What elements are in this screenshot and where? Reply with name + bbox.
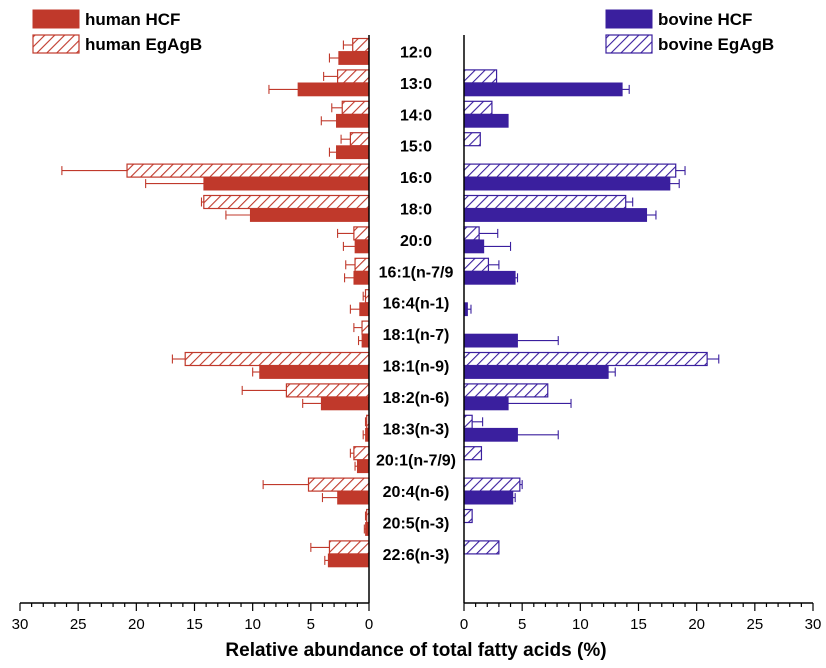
category-label: 14:0 [400,107,432,124]
legend-swatch-human-egagb [32,34,80,54]
bar-bovine-hcf [463,239,485,254]
bar-human-hcf [336,145,370,160]
bar-bovine-hcf [463,176,671,191]
legend-label-human-egagb: human EgAgB [85,35,202,54]
category-label: 18:2(n-6) [383,390,450,407]
bar-human-egagb [184,351,370,367]
legend: human HCF human EgAgB bovine HCF bovine … [32,9,774,54]
bar-human-egagb [361,320,370,335]
bar-bovine-egagb [463,477,521,492]
tick-layer: 0 0 5 5 10 10 15 15 20 20 25 25 30 30 [12,603,822,633]
bar-human-hcf [203,176,370,191]
category-label: 22:6(n-3) [383,547,450,564]
bar-human-egagb [341,100,370,115]
bar-bovine-egagb [463,383,549,398]
legend-label-human-hcf: human HCF [85,10,180,29]
x-tick-label-right: 5 [518,616,526,633]
bar-bovine-egagb [463,69,498,84]
bar-human-hcf [259,365,370,379]
bar-bovine-egagb [463,163,677,178]
x-tick-label-right: 25 [746,616,763,633]
category-label: 20:4(n-6) [383,484,450,501]
bar-bovine-egagb [463,414,473,429]
bar-human-hcf [359,302,370,317]
bar-bovine-egagb [463,540,500,555]
category-label: 20:5(n-3) [383,516,450,533]
x-tick-label-right: 15 [630,616,647,633]
category-label: 18:3(n-3) [383,421,450,438]
bar-human-egagb [354,257,370,272]
x-tick-label-left: 5 [307,616,315,633]
category-labels: 12:0 13:0 14:0 15:0 16:0 18:0 20:0 16:1(n-7/9 16… [376,45,456,564]
x-axis-title: Relative abundance of total fatty acids … [225,640,606,661]
bar-bovine-egagb [463,132,481,147]
category-label: 16:1(n-7/9 [379,264,454,281]
bar-human-egagb [336,69,370,84]
bar-human-egagb [126,163,370,178]
bar-human-hcf [327,553,370,568]
bar-bovine-hcf [463,208,648,222]
bar-human-egagb [353,446,370,461]
x-tick-label-left: 25 [70,616,87,633]
bar-human-hcf [361,333,370,348]
bar-bovine-egagb [463,194,627,210]
bar-human-hcf [356,459,370,474]
bar-bovine-hcf [463,490,514,505]
x-tick-label-right: 10 [572,616,589,633]
category-label: 18:0 [400,202,432,219]
x-tick-label-left: 0 [365,616,373,633]
bar-human-hcf [337,490,370,505]
bar-human-hcf [297,82,370,97]
category-label: 20:1(n-7/9) [376,453,456,470]
bar-human-egagb [307,477,370,492]
bar-bovine-egagb [463,100,493,115]
bar-bovine-egagb [463,257,490,272]
x-tick-label-left: 10 [244,616,261,633]
bar-human-egagb [349,132,370,147]
legend-swatch-bovine-egagb [605,34,653,54]
legend-swatch-bovine-hcf [605,9,653,29]
x-tick-label-left: 30 [12,616,29,633]
legend-swatch-human-hcf [32,9,80,29]
bar-bovine-hcf [463,270,516,285]
x-tick-label-right: 20 [688,616,705,633]
bar-human-hcf [354,239,370,254]
bar-bovine-egagb [463,508,473,524]
x-tick-label-right: 0 [460,616,468,633]
x-tick-label-left: 15 [186,616,203,633]
x-tick-label-right: 30 [805,616,822,633]
bar-human-hcf [353,270,370,285]
category-label: 16:4(n-1) [383,296,450,313]
bar-bovine-hcf [463,365,609,379]
bar-bovine-egagb [463,446,483,461]
bar-human-hcf [320,396,370,411]
category-label: 15:0 [400,139,432,156]
bar-human-hcf [338,51,370,65]
bar-bovine-hcf [463,113,509,128]
bar-bovine-hcf [463,427,518,442]
category-label: 18:1(n-7) [383,327,450,344]
bar-bovine-hcf [463,396,509,411]
legend-label-bovine-hcf: bovine HCF [658,10,752,29]
bar-human-egagb [328,540,370,555]
category-label: 16:0 [400,170,432,187]
bar-human-egagb [285,383,370,398]
category-label: 18:1(n-9) [383,359,450,376]
category-label: 13:0 [400,76,432,93]
bar-bovine-egagb [463,226,480,241]
bar-bovine-egagb [463,351,708,367]
bar-human-hcf [249,208,370,222]
bar-bovine-hcf [463,333,518,348]
x-tick-label-left: 20 [128,616,145,633]
bar-bovine-hcf [463,82,623,97]
bar-human-hcf [336,113,370,128]
bar-human-egagb [352,37,370,53]
bar-human-egagb [203,194,370,210]
legend-label-bovine-egagb: bovine EgAgB [658,35,774,54]
category-label: 20:0 [400,233,432,250]
category-label: 12:0 [400,45,432,62]
bar-human-egagb [353,226,370,241]
